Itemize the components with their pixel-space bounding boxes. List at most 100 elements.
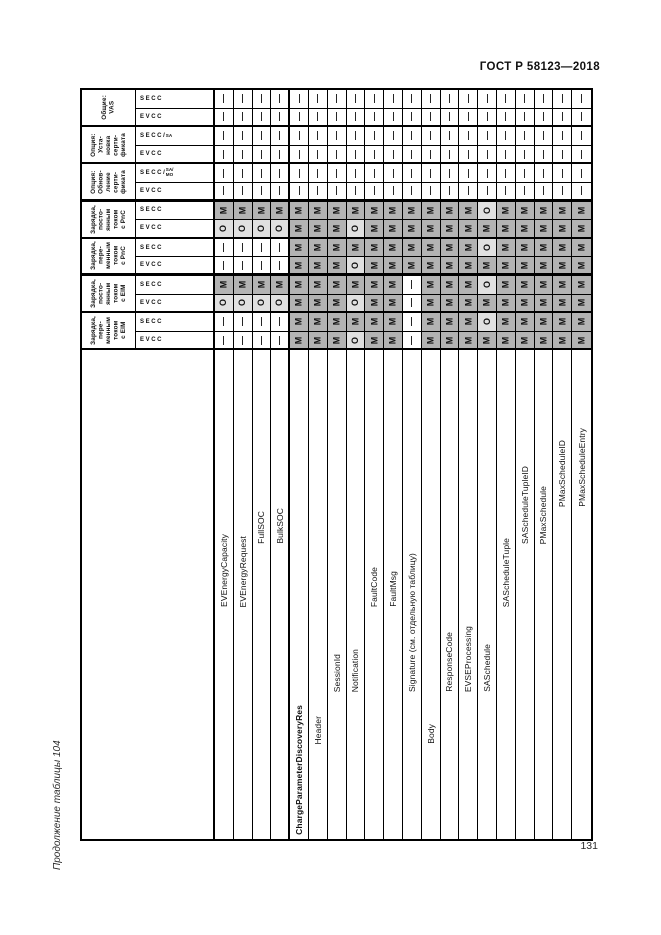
subcolumn-header: SECC / SA bbox=[136, 127, 215, 146]
value-cell: М bbox=[553, 275, 573, 295]
value-cell: М bbox=[365, 275, 385, 295]
value-cell: — bbox=[290, 90, 309, 109]
value-cell: М bbox=[421, 275, 441, 295]
value-cell: М bbox=[308, 331, 328, 351]
value-cell: — bbox=[421, 182, 441, 202]
value-cell: М bbox=[290, 275, 309, 295]
value-cell: М bbox=[215, 201, 234, 221]
value-cell: — bbox=[402, 164, 422, 183]
value-cell: — bbox=[346, 127, 366, 146]
value-cell: — bbox=[233, 127, 253, 146]
subcolumn-header: EVCC bbox=[136, 220, 215, 239]
value-cell: — bbox=[402, 182, 422, 202]
value-cell: — bbox=[496, 127, 516, 146]
value-cell: — bbox=[252, 90, 272, 109]
value-cell: М bbox=[534, 331, 554, 351]
value-cell: М bbox=[308, 238, 328, 258]
value-cell: М bbox=[271, 275, 291, 295]
value-cell: — bbox=[233, 182, 253, 202]
value-cell: — bbox=[271, 108, 291, 128]
value-cell: — bbox=[440, 90, 460, 109]
value-cell: М bbox=[308, 201, 328, 221]
value-cell: — bbox=[346, 108, 366, 128]
value-cell: М bbox=[459, 313, 479, 332]
subcolumn-header: EVCC bbox=[136, 294, 215, 314]
value-cell: — bbox=[365, 127, 385, 146]
value-cell: М bbox=[440, 257, 460, 276]
value-cell: — bbox=[572, 127, 591, 146]
value-cell: — bbox=[515, 182, 535, 202]
value-cell: — bbox=[402, 90, 422, 109]
message-element-name: ResponseCode bbox=[440, 350, 460, 839]
message-element-name: SAScheduleTupleID bbox=[515, 350, 535, 839]
value-cell: М bbox=[327, 331, 347, 351]
value-cell: — bbox=[215, 182, 234, 202]
value-cell: М bbox=[384, 294, 403, 314]
value-cell: М bbox=[440, 220, 460, 239]
value-cell: — bbox=[496, 108, 516, 128]
value-cell: М bbox=[572, 294, 591, 314]
value-cell: — bbox=[252, 127, 272, 146]
value-cell: — bbox=[515, 164, 535, 183]
value-cell: — bbox=[215, 331, 234, 351]
value-cell: — bbox=[402, 145, 422, 165]
value-cell: М bbox=[290, 294, 309, 314]
value-cell: М bbox=[553, 238, 573, 258]
value-cell: М bbox=[459, 257, 479, 276]
subcolumn-header: SECC bbox=[136, 238, 215, 258]
value-cell: — bbox=[402, 331, 422, 351]
value-cell: — bbox=[346, 164, 366, 183]
value-cell: — bbox=[421, 145, 441, 165]
column-group-label: Зарядка, посто- янным током с PnC bbox=[82, 201, 136, 239]
value-cell: — bbox=[534, 108, 554, 128]
value-cell: М bbox=[346, 238, 366, 258]
value-cell: М bbox=[421, 220, 441, 239]
value-cell: — bbox=[365, 108, 385, 128]
value-cell: — bbox=[233, 108, 253, 128]
value-cell: — bbox=[233, 313, 253, 332]
value-cell: М bbox=[308, 220, 328, 239]
message-element-name: Body bbox=[421, 350, 441, 839]
value-cell: М bbox=[308, 257, 328, 276]
value-cell: — bbox=[384, 164, 403, 183]
value-cell: — bbox=[308, 164, 328, 183]
value-cell: М bbox=[553, 220, 573, 239]
value-cell: М bbox=[384, 313, 403, 332]
value-cell: — bbox=[252, 145, 272, 165]
value-cell: М bbox=[290, 201, 309, 221]
value-cell: М bbox=[402, 238, 422, 258]
value-cell: М bbox=[421, 294, 441, 314]
value-cell: М bbox=[478, 294, 497, 314]
value-cell: М bbox=[384, 257, 403, 276]
value-cell: — bbox=[515, 108, 535, 128]
value-cell: М bbox=[534, 238, 554, 258]
value-cell: М bbox=[459, 238, 479, 258]
value-cell: — bbox=[215, 145, 234, 165]
value-cell: — bbox=[271, 164, 291, 183]
value-cell: — bbox=[459, 127, 479, 146]
value-cell: — bbox=[233, 164, 253, 183]
value-cell: — bbox=[459, 164, 479, 183]
value-cell: М bbox=[572, 201, 591, 221]
value-cell: — bbox=[308, 108, 328, 128]
value-cell: — bbox=[384, 108, 403, 128]
value-cell: — bbox=[478, 90, 497, 109]
value-cell: — bbox=[440, 182, 460, 202]
value-cell: — bbox=[384, 145, 403, 165]
value-cell: М bbox=[290, 238, 309, 258]
value-cell: М bbox=[496, 294, 516, 314]
column-group-label: Зарядка, пере- менным током с EIM bbox=[82, 313, 136, 351]
value-cell: М bbox=[496, 257, 516, 276]
value-cell: М bbox=[290, 331, 309, 351]
value-cell: — bbox=[271, 145, 291, 165]
value-cell: М bbox=[534, 275, 554, 295]
value-cell: — bbox=[421, 164, 441, 183]
value-cell: — bbox=[290, 127, 309, 146]
value-cell: М bbox=[440, 313, 460, 332]
value-cell: — bbox=[402, 294, 422, 314]
message-element-name: PMaxScheduleID bbox=[553, 350, 573, 839]
value-cell: — bbox=[553, 127, 573, 146]
value-cell: О bbox=[346, 294, 366, 314]
value-cell: М bbox=[515, 238, 535, 258]
column-group-label: Общие: VAS bbox=[82, 90, 136, 128]
